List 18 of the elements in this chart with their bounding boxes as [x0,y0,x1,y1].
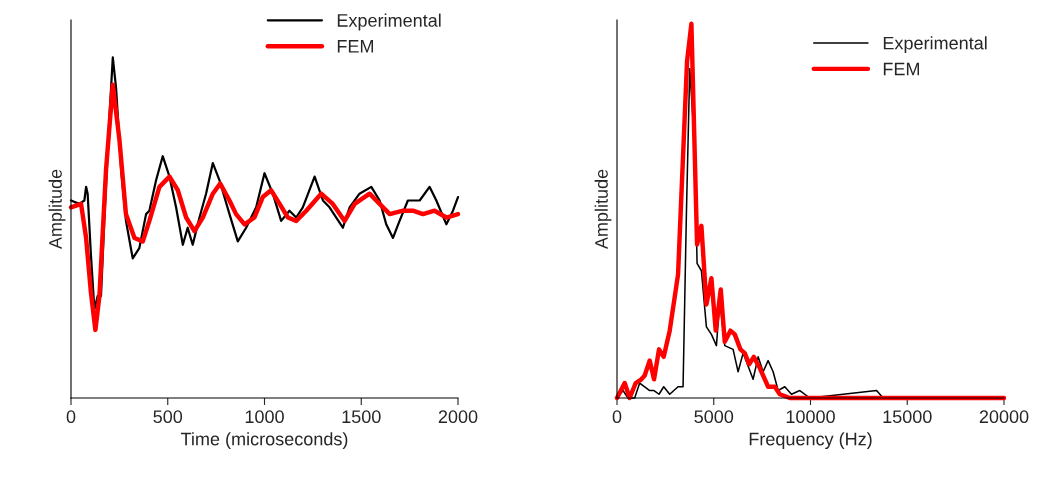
legend-label: FEM [883,62,920,76]
x-tick-label: 500 [153,410,183,424]
x-tick-label: 10000 [786,410,835,424]
x-tick-label: 0 [612,410,622,424]
legend-label: Experimental [883,36,987,54]
x-axis-title: Frequency (Hz) [749,432,872,450]
x-tick-label: 2000 [438,410,478,424]
x-tick-label: 15000 [883,410,932,424]
x-tick-label: 5000 [694,410,734,424]
x-tick-label: 1500 [342,410,381,424]
legend-label: FEM [337,40,374,53]
y-axis-title: Amplitude [594,169,612,250]
x-axis-title: Time (microseconds) [180,432,348,450]
x-tick-label: 20000 [979,410,1029,424]
x-tick-label: 0 [66,410,76,424]
x-tick-label: 1000 [245,410,284,424]
legend-label: Experimental [337,13,441,31]
y-axis-title: Amplitude [48,169,66,250]
